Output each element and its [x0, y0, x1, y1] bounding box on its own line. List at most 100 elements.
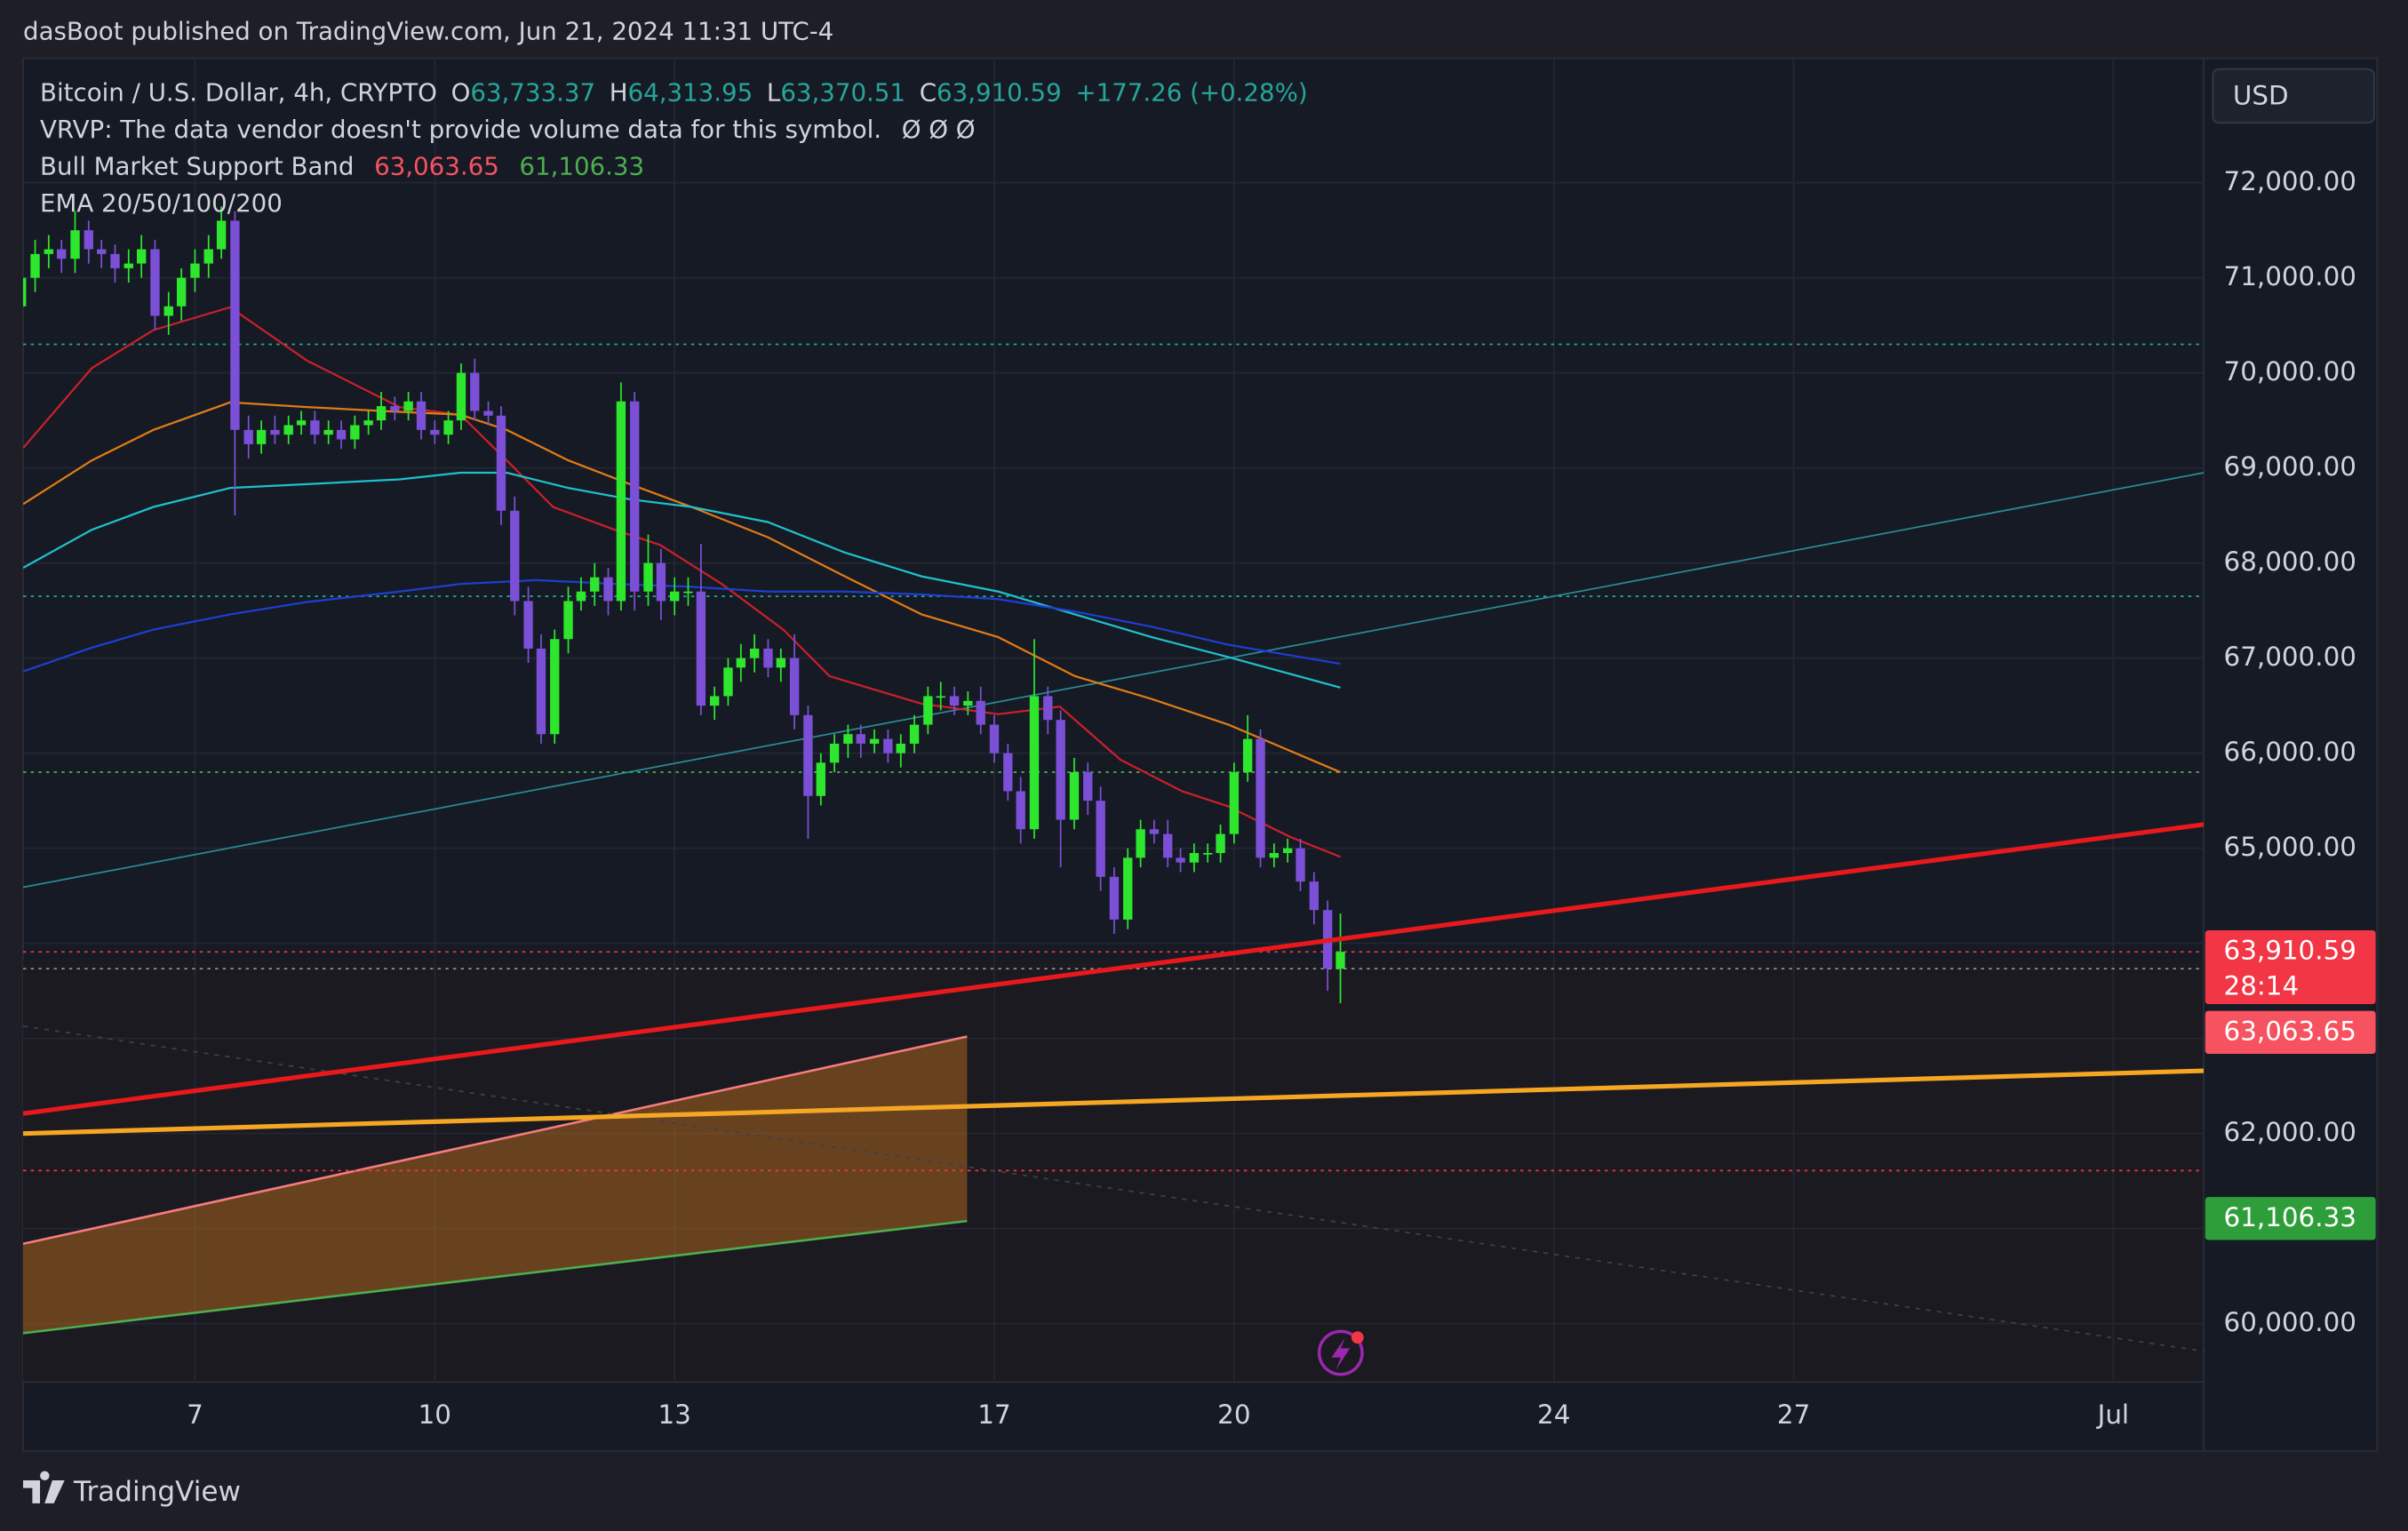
candle-body: [736, 658, 746, 668]
candle-body: [709, 696, 720, 706]
band-value: 63,063.65: [374, 151, 499, 180]
band-name: Bull Market Support Band: [40, 151, 354, 180]
currency-label[interactable]: USD: [2233, 80, 2289, 110]
candle-body: [323, 429, 333, 435]
candle-body: [283, 425, 293, 435]
x-tick-label: 24: [1537, 1399, 1570, 1430]
vrvp-values: Ø Ø Ø: [902, 115, 976, 144]
candle-body: [1043, 696, 1053, 721]
candle-body: [896, 743, 905, 754]
ohlc-key: C: [920, 77, 937, 107]
y-tick-label: 65,000.00: [2224, 832, 2356, 862]
ohlc-key: H: [610, 77, 628, 107]
candle-body: [336, 429, 347, 440]
candle-body: [1083, 772, 1093, 801]
candle-body: [30, 253, 40, 278]
band-upper: [23, 1035, 968, 1246]
candle-body: [403, 401, 413, 411]
axes: 60,000.0061,000.0062,000.0063,000.0064,0…: [187, 166, 2376, 1430]
candle-body: [1123, 857, 1133, 920]
logo-mark: [23, 1471, 65, 1503]
candle-body: [430, 429, 440, 435]
candle-body: [84, 230, 93, 250]
candle-body: [203, 249, 213, 264]
candle-body: [296, 420, 307, 426]
candle-body: [443, 420, 453, 435]
ohlc-key: O: [451, 77, 471, 107]
candle-body: [936, 696, 945, 698]
currency-button-box[interactable]: [2212, 68, 2375, 124]
candle-body: [1242, 738, 1253, 773]
x-tick-label: Jul: [2096, 1399, 2129, 1430]
candle-body: [390, 406, 400, 411]
candle-body: [816, 762, 825, 796]
change: +177.26 (+0.28%): [1075, 77, 1307, 107]
candle-body: [576, 591, 586, 602]
candle-body: [1216, 833, 1225, 854]
candle-body: [923, 696, 933, 725]
candle-body: [976, 700, 985, 725]
candle-body: [1189, 853, 1200, 863]
candle-body: [70, 230, 80, 259]
candle-body: [563, 601, 573, 640]
candle-body: [909, 724, 920, 744]
alert-circle[interactable]: [1317, 1329, 1364, 1376]
candle-body: [1296, 848, 1305, 882]
y-tick-label: 72,000.00: [2224, 166, 2356, 196]
y-tick-label: 69,000.00: [2224, 451, 2356, 482]
candle-body: [1029, 696, 1040, 830]
candle-body: [190, 263, 200, 278]
candle-body: [1163, 833, 1173, 858]
candle-body: [963, 700, 973, 706]
candle-body: [496, 415, 506, 511]
ohlc-value: 63,733.37: [470, 77, 595, 107]
candle-body: [1109, 876, 1120, 920]
candle-body: [776, 658, 786, 668]
candle-body: [829, 743, 840, 763]
price-tag: [2205, 1010, 2376, 1055]
ema-line: [23, 471, 1341, 689]
candle-body: [23, 277, 27, 307]
x-tick-label: 17: [977, 1399, 1010, 1430]
vrvp: VRVP: The data vendor doesn't provide vo…: [40, 115, 881, 144]
ema-line: [23, 306, 1341, 858]
candle-body: [590, 577, 600, 592]
candle-body: [363, 420, 373, 426]
band-lower: [23, 1219, 968, 1335]
legend-line: VRVP: The data vendor doesn't provide vo…: [40, 115, 976, 144]
ema-line: [23, 578, 1341, 673]
alert-dot: [1351, 1331, 1364, 1344]
candle-body: [136, 249, 147, 264]
ohlc-value: 63,370.51: [780, 77, 905, 107]
alert-icon[interactable]: [1317, 1329, 1364, 1376]
candle-body: [510, 510, 520, 602]
candle-body: [843, 734, 853, 744]
candle-body: [1096, 801, 1105, 877]
ohlc-value: 64,313.95: [628, 77, 753, 107]
logo-text: TradingView: [73, 1476, 241, 1508]
candle-body: [949, 696, 960, 706]
trend-line: [23, 1068, 2205, 1136]
candle-body: [150, 249, 160, 316]
candle-body: [243, 429, 253, 444]
price-tag-countdown: 28:14: [2224, 970, 2300, 1001]
trend-line: [23, 1025, 2205, 1352]
currency-button[interactable]: USD: [2212, 68, 2375, 124]
candle-body: [110, 253, 120, 268]
x-tick-label: 13: [658, 1399, 690, 1430]
price-tag: [2205, 930, 2376, 1004]
legend-line: Bitcoin / U.S. Dollar, 4h, CRYPTO O63,73…: [40, 77, 1308, 107]
candle-body: [696, 591, 706, 706]
symbol: Bitcoin / U.S. Dollar, 4h, CRYPTO: [40, 77, 437, 107]
y-tick-label: 62,000.00: [2224, 1117, 2356, 1147]
y-tick-label: 70,000.00: [2224, 356, 2356, 387]
candle-body: [456, 372, 466, 421]
candle-body: [310, 420, 320, 435]
candle-body: [643, 562, 653, 592]
price-tag-label: 63,910.59: [2224, 936, 2356, 966]
ema-legend: EMA 20/50/100/200: [40, 188, 283, 218]
candle-body: [163, 306, 173, 316]
candle-body: [1229, 772, 1240, 834]
